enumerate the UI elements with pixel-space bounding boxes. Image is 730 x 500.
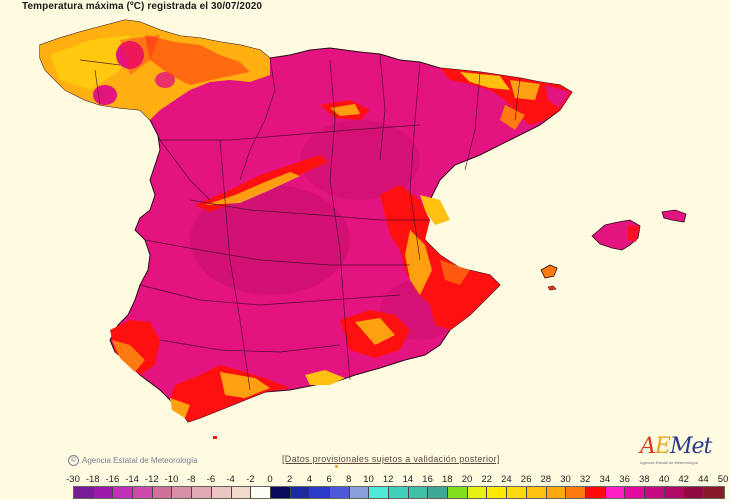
legend-swatch xyxy=(231,487,252,498)
legend-label: 14 xyxy=(402,474,414,485)
legend-swatch xyxy=(605,487,626,498)
legend-label: 2 xyxy=(287,474,293,485)
legend-label: -10 xyxy=(164,474,179,485)
legend-swatch xyxy=(329,487,350,498)
legend-swatch xyxy=(74,487,94,498)
legend-labels: -30 -18 -16 -14 -12 -10 -8 -6 -4 -2 0 2 4 6 8 10 12 14 16 1… xyxy=(62,474,728,485)
legend-label: -2 xyxy=(246,474,255,485)
legend-label: -16 xyxy=(105,474,120,485)
legend-swatch xyxy=(349,487,370,498)
legend-swatch xyxy=(546,487,567,498)
temperature-map xyxy=(39,19,687,439)
legend-swatch xyxy=(251,487,271,498)
legend-swatch xyxy=(290,487,311,498)
ibiza xyxy=(540,264,558,279)
legend-swatch xyxy=(408,487,429,498)
legend-label: 26 xyxy=(520,474,532,485)
legend-label: -18 xyxy=(85,474,100,485)
legend-swatch xyxy=(585,487,606,498)
legend-label: 24 xyxy=(501,474,512,485)
legend-swatch xyxy=(644,487,665,498)
legend-label: 6 xyxy=(326,474,332,485)
legend-label: -6 xyxy=(206,474,216,485)
legend-label: 50 xyxy=(717,474,729,485)
legend-label: -12 xyxy=(144,474,159,485)
legend-swatch xyxy=(93,487,114,498)
marker-dot xyxy=(335,465,338,468)
legend-swatch xyxy=(369,487,389,498)
legend-swatch xyxy=(172,487,193,498)
legend-swatch xyxy=(428,487,449,498)
legend-swatch xyxy=(467,487,488,498)
legend-swatch xyxy=(664,487,685,498)
legend-label: 28 xyxy=(540,474,552,485)
legend-label: 10 xyxy=(363,474,374,485)
legend-label: 44 xyxy=(698,474,709,485)
legend-label: 40 xyxy=(658,474,670,485)
legend-label: -4 xyxy=(226,474,235,485)
legend-swatch xyxy=(192,487,212,498)
legend-label: 38 xyxy=(639,474,650,485)
legend-swatch xyxy=(310,487,330,498)
aemet-logo-text: AEMet xyxy=(640,434,712,459)
legend-swatch xyxy=(270,487,291,498)
temperature-legend: -30 -18 -16 -14 -12 -10 -8 -6 -4 -2 0 2 4 6 8 10 12 14 16 1… xyxy=(62,474,728,500)
legend-swatch xyxy=(704,487,724,498)
legend-swatch xyxy=(389,487,409,498)
ceuta xyxy=(213,436,217,439)
legend-label: 42 xyxy=(678,474,689,485)
copyright-credit: © Agencia Estatal de Meteorología xyxy=(68,455,198,466)
legend-swatch xyxy=(211,487,232,498)
legend-label: 22 xyxy=(481,474,492,485)
legend-swatch xyxy=(113,487,134,498)
legend-label: 34 xyxy=(599,474,611,485)
menorca xyxy=(661,209,687,223)
legend-swatch xyxy=(133,487,153,498)
legend-label: 4 xyxy=(306,474,313,485)
legend-label: 36 xyxy=(619,474,630,485)
legend-label: 18 xyxy=(442,474,453,485)
legend-label: 16 xyxy=(422,474,433,485)
legend-swatch xyxy=(684,487,704,498)
legend-swatch xyxy=(566,487,586,498)
legend-label: 8 xyxy=(346,474,352,485)
legend-label: -8 xyxy=(186,474,196,485)
legend-label: -30 xyxy=(66,474,80,485)
legend-label: 30 xyxy=(560,474,571,485)
legend-swatch xyxy=(507,487,527,498)
huelva-zone xyxy=(110,320,160,375)
aemet-logo-subtitle: Agencia Estatal de Meteorología xyxy=(640,460,698,465)
provisional-data-disclaimer: [Datos provisionales sujetos a validació… xyxy=(282,454,500,464)
valencia-coast-zone xyxy=(380,185,500,330)
legend-label: 32 xyxy=(579,474,591,485)
legend-label: 12 xyxy=(382,474,394,485)
map-title: Temperatura máxima (ºC) registrada el 30… xyxy=(22,1,263,12)
credit-text: Agencia Estatal de Meteorología xyxy=(82,456,198,465)
aemet-logo: AEMet Agencia Estatal de Meteorología xyxy=(636,434,716,466)
legend-swatch xyxy=(625,487,645,498)
copyright-icon: © xyxy=(68,455,79,466)
legend-label: 0 xyxy=(267,474,273,485)
legend-swatch xyxy=(487,487,508,498)
legend-label: -14 xyxy=(125,474,139,485)
legend-swatch xyxy=(152,487,173,498)
legend-swatch xyxy=(448,487,468,498)
legend-colorbar xyxy=(73,486,725,499)
formentera xyxy=(547,285,557,291)
legend-swatch xyxy=(526,487,547,498)
legend-label: 20 xyxy=(461,474,473,485)
